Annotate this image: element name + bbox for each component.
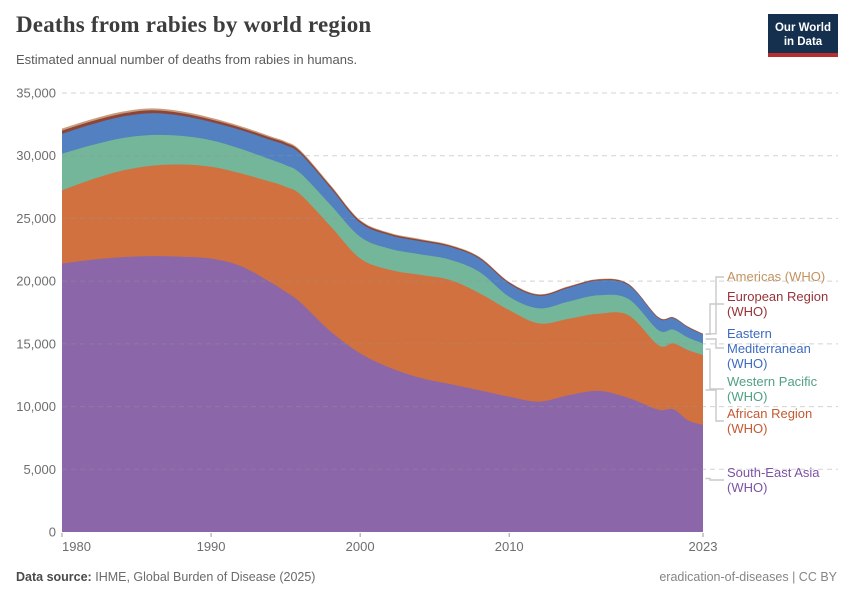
x-tick-label-2010: 2010 xyxy=(495,539,524,554)
legend-connector-european_region xyxy=(705,303,724,335)
x-tick-label-2023: 2023 xyxy=(689,539,718,554)
legend-item-western_pacific[interactable]: Western Pacific (WHO) xyxy=(727,374,818,404)
owid-logo[interactable]: Our World in Data xyxy=(768,14,838,57)
y-tick-label-35000: 35,000 xyxy=(16,86,56,101)
legend-connector-south_east_asia xyxy=(705,477,724,481)
data-source: Data source: IHME, Global Burden of Dise… xyxy=(16,570,315,584)
legend-item-african_region[interactable]: African Region (WHO) xyxy=(727,406,813,436)
legend-connector-western_pacific xyxy=(705,348,724,390)
x-tick-label-1980: 1980 xyxy=(62,539,91,554)
y-tick-label-20000: 20,000 xyxy=(16,274,56,289)
owid-logo-line1: Our World xyxy=(774,22,831,34)
legend-connector-african_region xyxy=(705,389,724,422)
chart-subtitle: Estimated annual number of deaths from r… xyxy=(16,52,358,67)
data-source-value: IHME, Global Burden of Disease (2025) xyxy=(95,570,316,584)
legend-item-south_east_asia[interactable]: South-East Asia (WHO) xyxy=(727,465,820,495)
x-tick-label-1990: 1990 xyxy=(197,539,226,554)
x-tick-label-2000: 2000 xyxy=(346,539,375,554)
y-tick-label-15000: 15,000 xyxy=(16,336,56,351)
legend-connector-eastern_mediterranean xyxy=(705,338,724,349)
y-tick-label-10000: 10,000 xyxy=(16,399,56,414)
y-tick-label-5000: 5,000 xyxy=(23,462,56,477)
owid-logo-red-bar xyxy=(768,53,838,57)
license-note[interactable]: eradication-of-diseases | CC BY xyxy=(659,570,837,584)
legend-item-americas[interactable]: Americas (WHO) xyxy=(727,269,826,284)
data-source-label: Data source: xyxy=(16,570,92,584)
legend-item-european_region[interactable]: European Region (WHO) xyxy=(727,289,829,319)
legend-connector-americas xyxy=(705,276,724,335)
area-south_east_asia[interactable] xyxy=(62,256,703,532)
y-tick-label-0: 0 xyxy=(49,525,56,540)
legend-item-eastern_mediterranean[interactable]: Eastern Mediterranean (WHO) xyxy=(727,326,811,371)
y-tick-label-30000: 30,000 xyxy=(16,148,56,163)
page-title: Deaths from rabies by world region xyxy=(16,12,372,37)
y-tick-label-25000: 25,000 xyxy=(16,211,56,226)
owid-logo-line2: in Data xyxy=(783,36,823,48)
